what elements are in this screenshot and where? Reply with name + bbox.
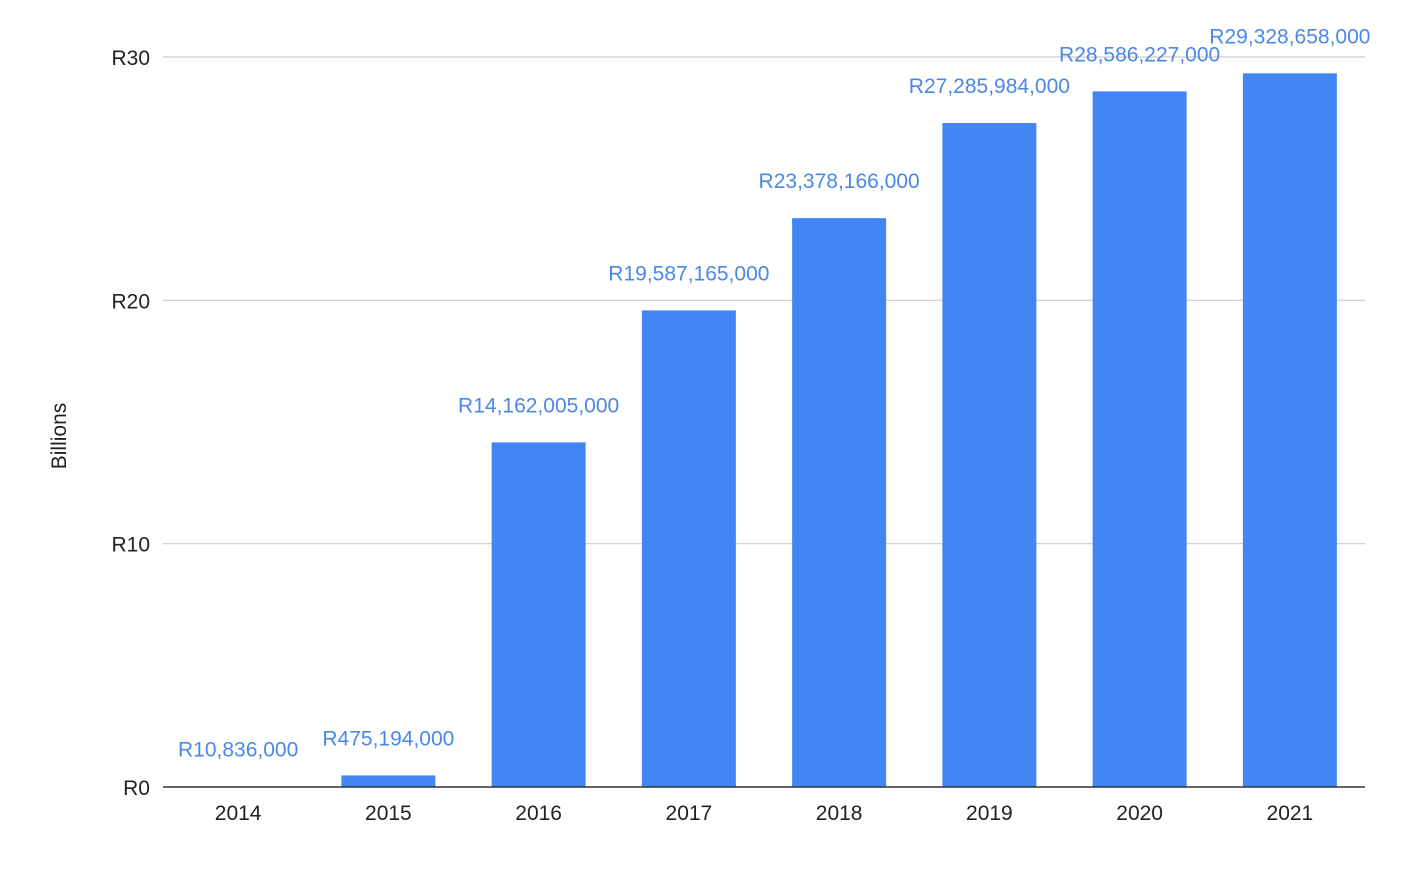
bar-2017: [641, 310, 736, 787]
y-axis-title: Billions: [48, 403, 71, 470]
x-tick-label: 2020: [1116, 802, 1163, 825]
bar-2019: [942, 123, 1037, 787]
bar-2018: [792, 218, 887, 787]
data-label-2015: R475,194,000: [322, 727, 454, 750]
bar-2015: [341, 775, 436, 787]
x-tick-label: 2015: [365, 802, 412, 825]
y-tick-label: R20: [111, 290, 150, 313]
data-label-2021: R29,328,658,000: [1209, 25, 1370, 48]
bar-2021: [1242, 73, 1337, 787]
x-tick-label: 2019: [966, 802, 1013, 825]
data-label-2016: R14,162,005,000: [458, 394, 619, 417]
y-tick-label: R30: [111, 47, 150, 70]
x-tick-label: 2014: [215, 802, 262, 825]
y-tick-label: R0: [123, 777, 150, 800]
x-tick-label: 2016: [515, 802, 562, 825]
data-label-2018: R23,378,166,000: [759, 170, 920, 193]
y-axis-tick-labels: R0 R10 R20 R30: [111, 47, 150, 800]
data-label-2020: R28,586,227,000: [1059, 43, 1220, 66]
x-axis-tick-labels: 2014 2015 2016 2017 2018 2019 2020 2021: [215, 802, 1313, 825]
bar-2020: [1092, 91, 1187, 788]
bars: [191, 73, 1337, 788]
x-tick-label: 2017: [666, 802, 713, 825]
x-tick-label: 2018: [816, 802, 863, 825]
data-label-2019: R27,285,984,000: [909, 75, 1070, 98]
bar-2016: [491, 442, 586, 787]
y-tick-label: R10: [111, 534, 150, 557]
data-label-2017: R19,587,165,000: [608, 262, 769, 285]
x-tick-label: 2021: [1267, 802, 1314, 825]
data-label-2014: R10,836,000: [178, 739, 298, 762]
data-labels: R10,836,000 R475,194,000 R14,162,005,000 R1…: [178, 25, 1370, 761]
